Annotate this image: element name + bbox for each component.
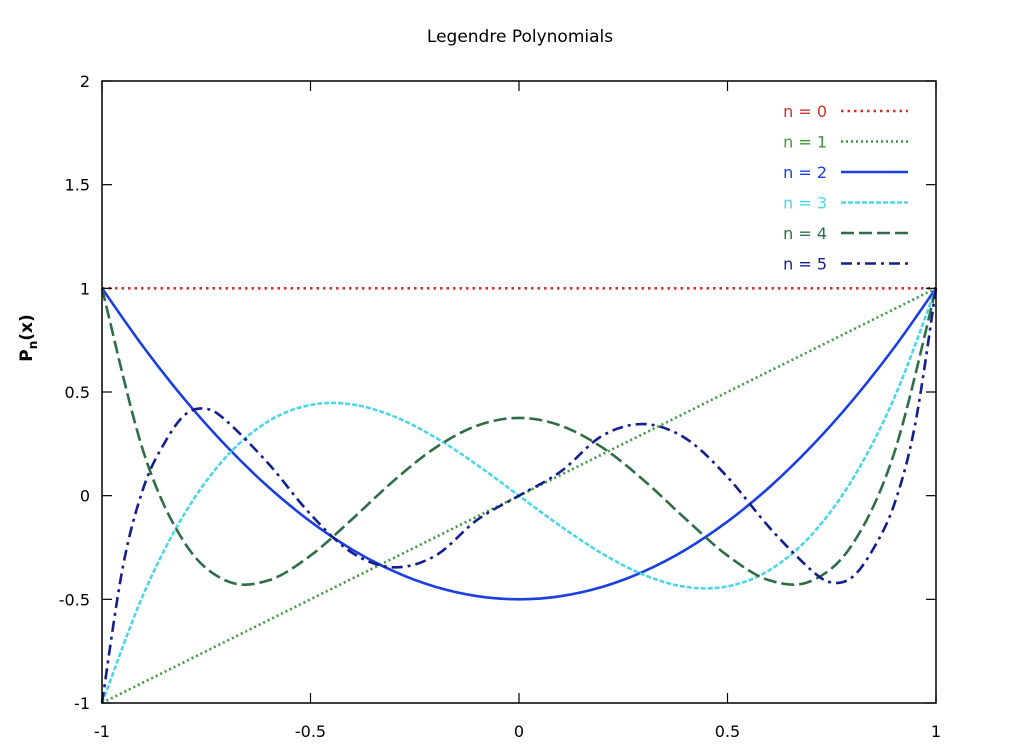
legend-label-n0: n = 0 [783,102,827,121]
plot-area [100,287,938,705]
x-tick-label: 0 [514,722,524,741]
legend-label-n4: n = 4 [783,224,827,243]
y-tick-label: 0 [80,487,90,506]
y-axis-label-main: P [17,349,37,361]
x-tick-label: 0.5 [715,722,740,741]
y-tick-label: 2 [80,72,90,91]
chart-title: Legendre Polynomials [427,27,613,47]
y-tick-label: 1.5 [65,176,90,195]
axis-ticks: -1 -0.5 0 0.5 1 -1 -0.5 0 0.5 1 1.5 2 [59,72,941,741]
y-tick-label: 1 [80,279,90,298]
y-tick-label: -0.5 [59,590,90,609]
x-tick-label: -0.5 [295,722,326,741]
x-tick-label: -1 [94,722,110,741]
legend-label-n2: n = 2 [783,163,827,182]
series-line-n5 [100,288,938,704]
y-tick-label: -1 [74,694,90,713]
legend-label-n3: n = 3 [783,194,827,213]
y-axis-label-sub: n [26,341,40,350]
legend: n = 0 n = 1 n = 2 n = 3 n = 4 n = 5 [783,102,908,274]
y-axis-label: Pn(x) [17,314,40,362]
legend-label-n1: n = 1 [783,133,827,152]
x-tick-label: 1 [931,722,941,741]
legend-label-n5: n = 5 [783,255,827,274]
series-line-n2 [100,287,938,601]
y-tick-label: 0.5 [65,383,90,402]
y-axis-label-tail: (x) [17,314,37,341]
series-line-n4 [100,287,938,586]
